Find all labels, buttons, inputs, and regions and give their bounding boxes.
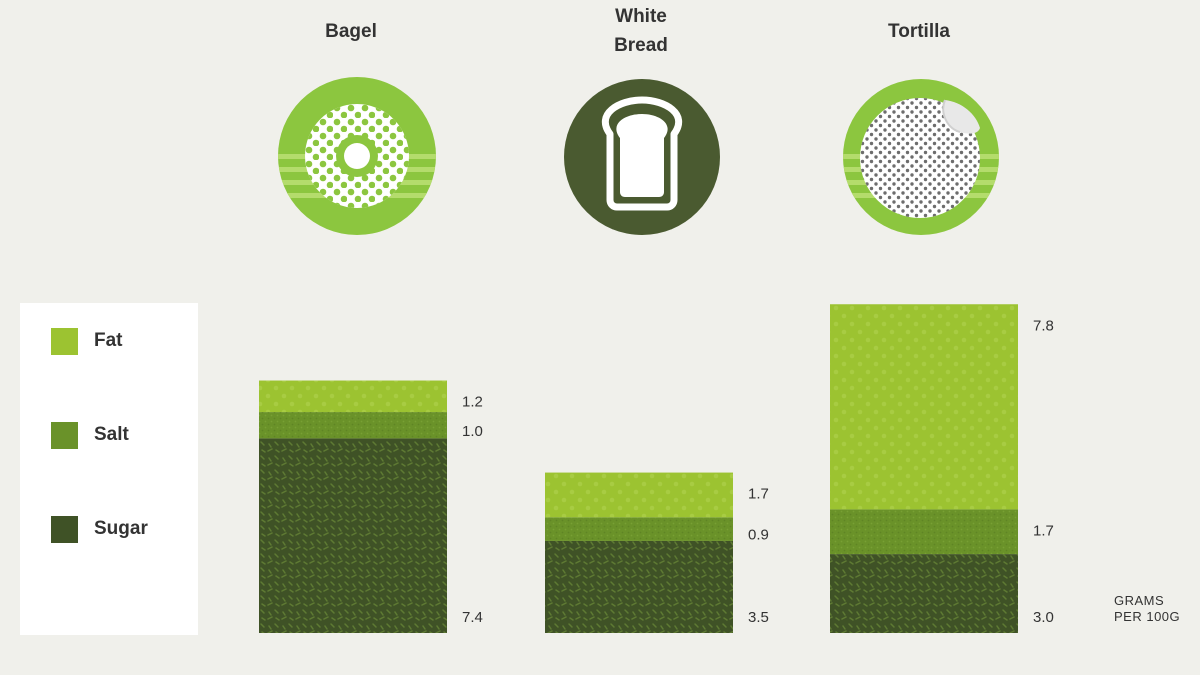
unit-label: GRAMS PER 100G: [1114, 593, 1181, 624]
bar-texture-tortilla-salt: [830, 509, 1018, 555]
white-bread-icon: [564, 79, 720, 235]
legend-swatch-sugar: [51, 515, 78, 543]
legend-swatch-salt: [51, 421, 78, 449]
legend-label-salt: Salt: [94, 424, 129, 445]
bar-texture-bagel-fat: [259, 380, 447, 413]
bar-texture-tortilla-fat: [830, 304, 1018, 510]
legend-item-fat: Fat: [51, 327, 123, 355]
bar-texture-bagel-sugar: [259, 438, 447, 633]
value-label-white-bread-sugar: 3.5: [748, 609, 769, 626]
bagel-icon: [278, 77, 436, 235]
value-label-bagel-salt: 1.0: [462, 423, 483, 440]
category-title-white-bread: White Bread: [614, 6, 668, 56]
value-label-bagel-sugar: 7.4: [462, 609, 483, 626]
bar-texture-tortilla-sugar: [830, 554, 1018, 633]
value-label-tortilla-salt: 1.7: [1033, 522, 1054, 539]
category-title-tortilla: Tortilla: [888, 21, 950, 42]
bar-texture-bagel-salt: [259, 412, 447, 439]
legend-swatch-fat: [51, 327, 78, 355]
tortilla-icon: [843, 79, 999, 235]
value-label-white-bread-salt: 0.9: [748, 526, 769, 543]
value-label-white-bread-fat: 1.7: [748, 486, 769, 503]
legend-label-fat: Fat: [94, 330, 123, 351]
value-label-bagel-fat: 1.2: [462, 394, 483, 411]
category-title-bagel: Bagel: [325, 21, 377, 42]
value-label-tortilla-sugar: 3.0: [1033, 609, 1054, 626]
legend-label-sugar: Sugar: [94, 518, 148, 539]
value-label-tortilla-fat: 7.8: [1033, 317, 1054, 334]
legend-item-salt: Salt: [51, 421, 129, 449]
legend: Fat Salt Sugar: [20, 303, 198, 635]
bar-texture-white-bread-salt: [545, 517, 733, 541]
legend-item-sugar: Sugar: [51, 515, 148, 543]
bar-texture-white-bread-fat: [545, 472, 733, 518]
bar-texture-white-bread-sugar: [545, 540, 733, 633]
